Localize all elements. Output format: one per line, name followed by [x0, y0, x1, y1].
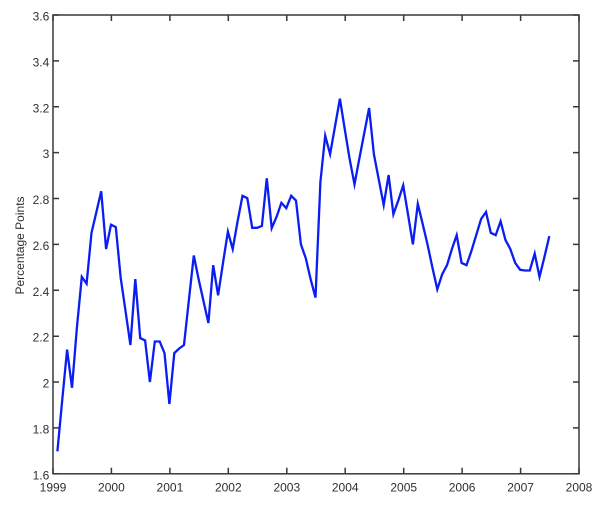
svg-text:2001: 2001 — [157, 480, 184, 494]
svg-text:2002: 2002 — [215, 480, 242, 494]
svg-text:1999: 1999 — [40, 480, 67, 494]
svg-text:2005: 2005 — [390, 480, 417, 494]
svg-text:2004: 2004 — [332, 480, 359, 494]
svg-text:2: 2 — [43, 377, 50, 391]
svg-text:3: 3 — [43, 147, 50, 161]
svg-text:2000: 2000 — [98, 480, 125, 494]
svg-text:2.8: 2.8 — [33, 193, 50, 207]
svg-text:2.6: 2.6 — [33, 239, 50, 253]
svg-text:3.4: 3.4 — [33, 55, 50, 69]
svg-text:3.2: 3.2 — [33, 101, 50, 115]
svg-text:1.6: 1.6 — [33, 468, 50, 482]
svg-text:2007: 2007 — [507, 480, 534, 494]
svg-text:3.6: 3.6 — [33, 10, 50, 24]
svg-text:2.4: 2.4 — [33, 285, 50, 299]
svg-text:2.2: 2.2 — [33, 331, 50, 345]
svg-text:2008: 2008 — [566, 480, 593, 494]
svg-text:2006: 2006 — [449, 480, 476, 494]
svg-text:Percentage Points: Percentage Points — [13, 196, 27, 294]
svg-text:1.8: 1.8 — [33, 422, 50, 436]
svg-text:2003: 2003 — [273, 480, 300, 494]
